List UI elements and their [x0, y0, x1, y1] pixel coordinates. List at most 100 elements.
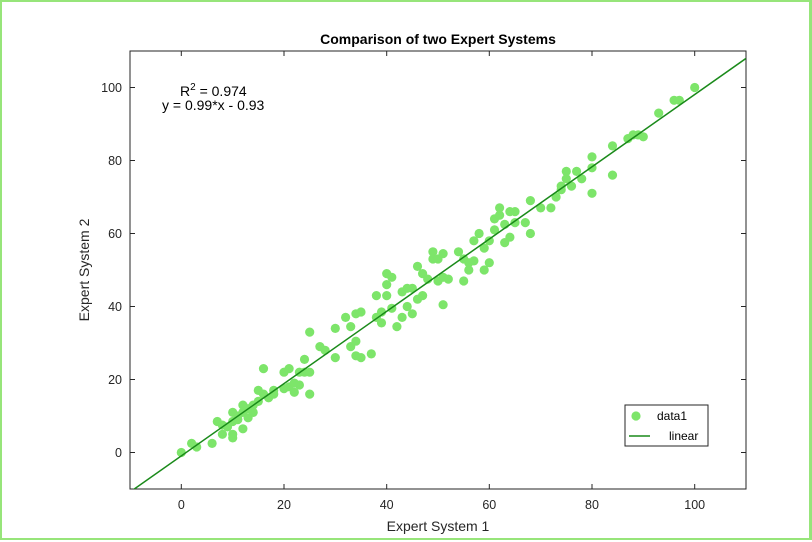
data-point — [654, 108, 664, 118]
data-point — [402, 301, 412, 312]
y-tick-label: 100 — [101, 81, 122, 95]
data-point — [192, 442, 202, 452]
data-point — [587, 188, 597, 198]
data-point — [382, 280, 392, 290]
data-point — [607, 170, 618, 180]
data-point — [556, 181, 566, 191]
data-point — [356, 353, 366, 363]
x-tick-label: 20 — [277, 498, 291, 512]
data-point — [484, 258, 494, 268]
x-tick-label: 80 — [585, 498, 599, 512]
legend-box — [624, 404, 709, 447]
data-point — [294, 380, 304, 390]
data-point — [407, 283, 417, 293]
data-point — [489, 225, 500, 235]
fit-line — [132, 57, 746, 489]
y-tick-label: 20 — [108, 373, 122, 387]
legend-label-linear: linear — [669, 429, 698, 443]
x-tick-label: 0 — [178, 498, 185, 512]
data-point — [520, 218, 530, 228]
legend: data1 linear — [624, 404, 709, 447]
data-point — [346, 322, 356, 332]
r-squared-annotation: R2 = 0.974 — [180, 82, 247, 99]
fit-line-layer — [132, 57, 746, 489]
data-point — [505, 232, 515, 242]
data-point — [566, 181, 577, 191]
data-point — [351, 336, 361, 346]
data-point — [525, 228, 536, 239]
data-point — [320, 345, 330, 355]
data-point — [371, 291, 381, 301]
data-point — [607, 141, 618, 151]
data-point — [438, 249, 448, 259]
scatter-points — [176, 82, 700, 458]
data-point — [248, 407, 258, 417]
y-tick-label: 0 — [115, 446, 122, 460]
data-point — [587, 152, 597, 162]
data-point — [546, 203, 556, 213]
data-point — [464, 265, 474, 275]
data-point — [561, 174, 571, 184]
data-point — [690, 82, 700, 93]
data-point — [638, 132, 648, 142]
data-point — [382, 291, 392, 301]
data-point — [474, 228, 484, 239]
data-point — [341, 312, 351, 322]
x-tick-label: 40 — [380, 498, 394, 512]
x-tick-label: 60 — [482, 498, 496, 512]
x-tick-label: 100 — [684, 498, 705, 512]
data-point — [376, 318, 387, 328]
x-axis-label: Expert System 1 — [387, 518, 490, 534]
data-point — [469, 236, 479, 246]
data-point — [412, 261, 423, 271]
data-point — [469, 256, 479, 266]
data-point — [305, 367, 315, 377]
data-point — [438, 300, 448, 310]
data-point — [228, 429, 238, 439]
data-point — [289, 387, 299, 397]
data-point — [387, 272, 397, 282]
data-point — [407, 309, 417, 319]
data-point — [551, 192, 561, 202]
data-point — [428, 247, 438, 257]
data-point — [376, 307, 387, 317]
fit-equation-annotation: y = 0.99*x - 0.93 — [162, 97, 265, 113]
data-point — [258, 364, 269, 374]
data-point — [495, 210, 505, 220]
data-point — [484, 236, 494, 246]
data-point — [495, 203, 505, 213]
y-tick-label: 40 — [108, 300, 122, 314]
y-axis-label: Expert System 2 — [76, 218, 92, 321]
data-point — [284, 364, 294, 374]
data-point — [397, 312, 407, 322]
data-point — [479, 243, 489, 253]
legend-marker-data1 — [631, 411, 641, 421]
legend-label-data1: data1 — [657, 409, 687, 423]
data-point — [674, 95, 684, 105]
data-point — [356, 307, 366, 317]
y-tick-label: 80 — [108, 154, 122, 168]
data-point — [418, 291, 428, 301]
data-point — [238, 424, 248, 434]
data-point — [366, 349, 376, 359]
data-point — [299, 354, 310, 364]
data-point — [217, 429, 227, 439]
data-point — [207, 438, 217, 448]
data-point — [443, 274, 453, 284]
chart-title: Comparison of two Expert Systems — [320, 31, 556, 47]
data-point — [459, 276, 469, 286]
data-point — [510, 207, 520, 217]
data-point — [392, 322, 402, 332]
data-point — [305, 327, 315, 337]
axis-ticks: 0 20 40 60 80 100 0 20 40 60 80 100 — [101, 51, 746, 512]
data-point — [536, 203, 546, 213]
data-point — [305, 389, 315, 399]
data-point — [510, 218, 520, 228]
data-point — [561, 166, 571, 176]
y-tick-label: 60 — [108, 227, 122, 241]
data-point — [453, 247, 464, 257]
data-point — [525, 196, 536, 206]
data-point — [572, 166, 582, 176]
